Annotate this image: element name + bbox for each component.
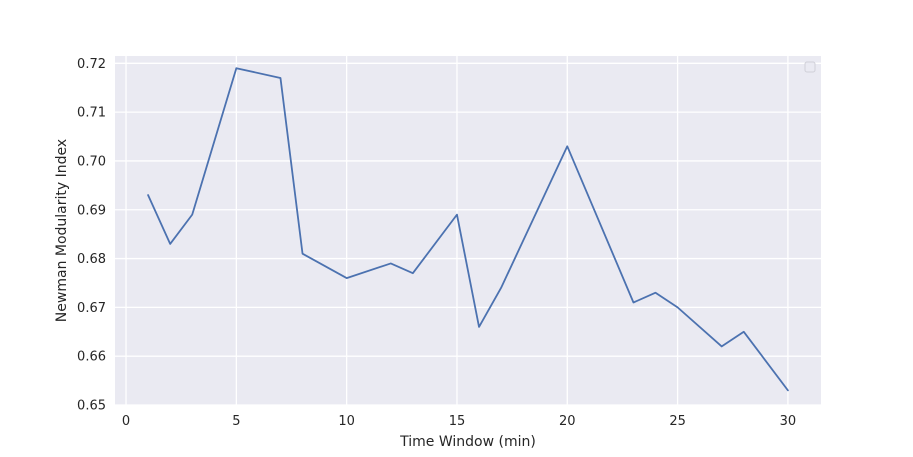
legend [804,61,816,73]
x-tick-label: 0 [122,414,130,429]
y-tick-label: 0.66 [77,350,106,365]
plot-area [115,56,821,405]
x-tick-label: 5 [232,414,240,429]
y-axis-label: Newman Modularity Index [54,139,70,322]
x-axis-label: Time Window (min) [399,434,536,450]
y-tick-label: 0.65 [77,399,106,414]
series-layer [147,67,789,392]
x-gridlines [125,56,789,405]
y-axis-ticks: 0.65 0.66 0.67 0.68 0.69 0.70 0.71 0.72 [77,57,106,414]
x-tick-label: 20 [559,414,576,429]
x-tick-label: 10 [338,414,355,429]
x-tick-label: 30 [780,414,797,429]
x-axis-ticks: 0 5 10 15 20 25 30 [122,414,796,429]
y-tick-label: 0.69 [77,203,106,218]
y-tick-label: 0.67 [77,301,106,316]
series-line [147,67,789,392]
x-tick-label: 15 [449,414,466,429]
y-tick-label: 0.70 [77,154,106,169]
y-tick-label: 0.72 [77,57,106,72]
y-gridlines [115,62,821,406]
y-tick-label: 0.71 [77,106,106,121]
x-tick-label: 25 [669,414,686,429]
y-tick-label: 0.68 [77,252,106,267]
